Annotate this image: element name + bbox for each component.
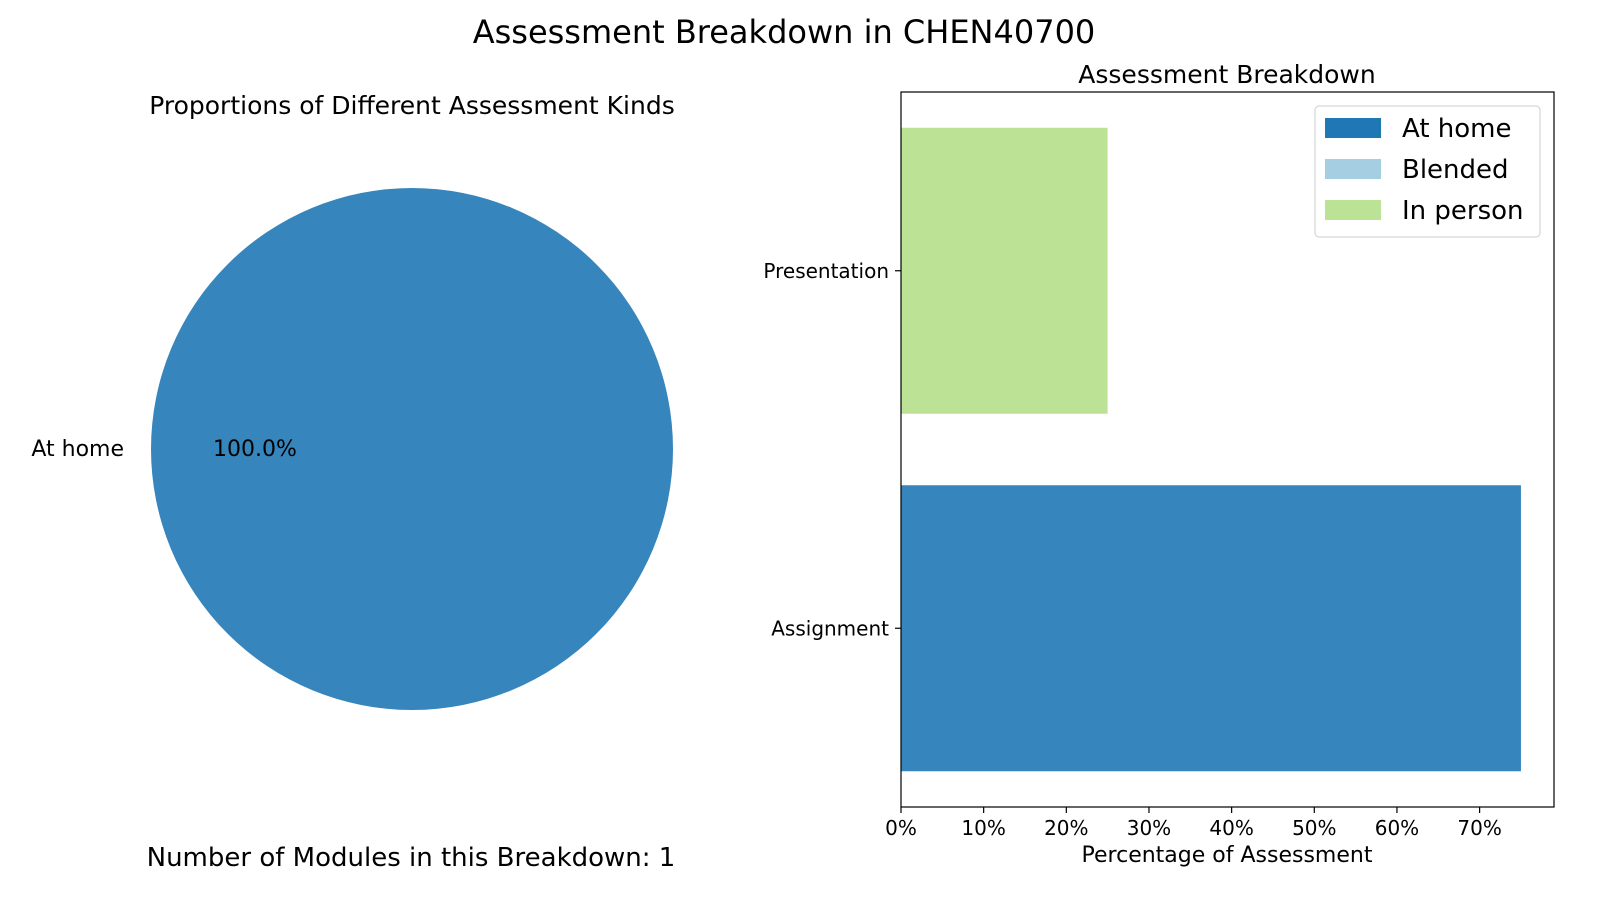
bar-chart: Assessment Breakdown Assignment Presentat… (763, 60, 1555, 868)
y-tick-label: Presentation (763, 259, 889, 283)
x-tick-label: 0% (885, 816, 917, 840)
x-tick-label: 50% (1292, 816, 1336, 840)
x-axis-label: Percentage of Assessment (1082, 843, 1373, 868)
bar-marks (901, 127, 1521, 772)
bar-presentation-in-person (901, 127, 1108, 414)
pie-chart: Proportions of Different Assessment Kind… (31, 91, 675, 710)
x-tick-label: 60% (1375, 816, 1419, 840)
legend-swatch (1325, 200, 1381, 220)
pie-title: Proportions of Different Assessment Kind… (149, 91, 675, 120)
legend-entries: At home Blended In person (1325, 114, 1524, 226)
x-axis: 0% 10% 20% 30% 40% 50% 60% 70% (885, 807, 1502, 840)
figure-title: Assessment Breakdown in CHEN40700 (473, 13, 1096, 51)
legend-swatch (1325, 159, 1381, 179)
pie-slices (151, 188, 673, 710)
x-tick-label: 10% (961, 816, 1005, 840)
pie-slice-label: At home (31, 437, 124, 462)
x-tick-label: 30% (1127, 816, 1171, 840)
x-tick-label: 20% (1044, 816, 1088, 840)
plot-area-frame (900, 91, 1555, 808)
y-axis: Assignment Presentation (763, 259, 901, 640)
x-tick-label: 70% (1457, 816, 1501, 840)
bar-chart-title: Assessment Breakdown (1078, 60, 1375, 89)
x-tick-label: 40% (1209, 816, 1253, 840)
pie-slice-at-home (151, 188, 673, 710)
legend-label: Blended (1402, 155, 1509, 185)
legend-swatch (1325, 118, 1381, 138)
modules-count-footer: Number of Modules in this Breakdown: 1 (147, 843, 676, 873)
legend-label: At home (1402, 114, 1512, 144)
pie-slice-pct-label: 100.0% (213, 437, 297, 462)
legend: At home Blended In person (1314, 105, 1541, 238)
bar-assignment-at-home (901, 485, 1521, 772)
legend-label: In person (1402, 196, 1524, 226)
y-tick-label: Assignment (771, 616, 889, 640)
